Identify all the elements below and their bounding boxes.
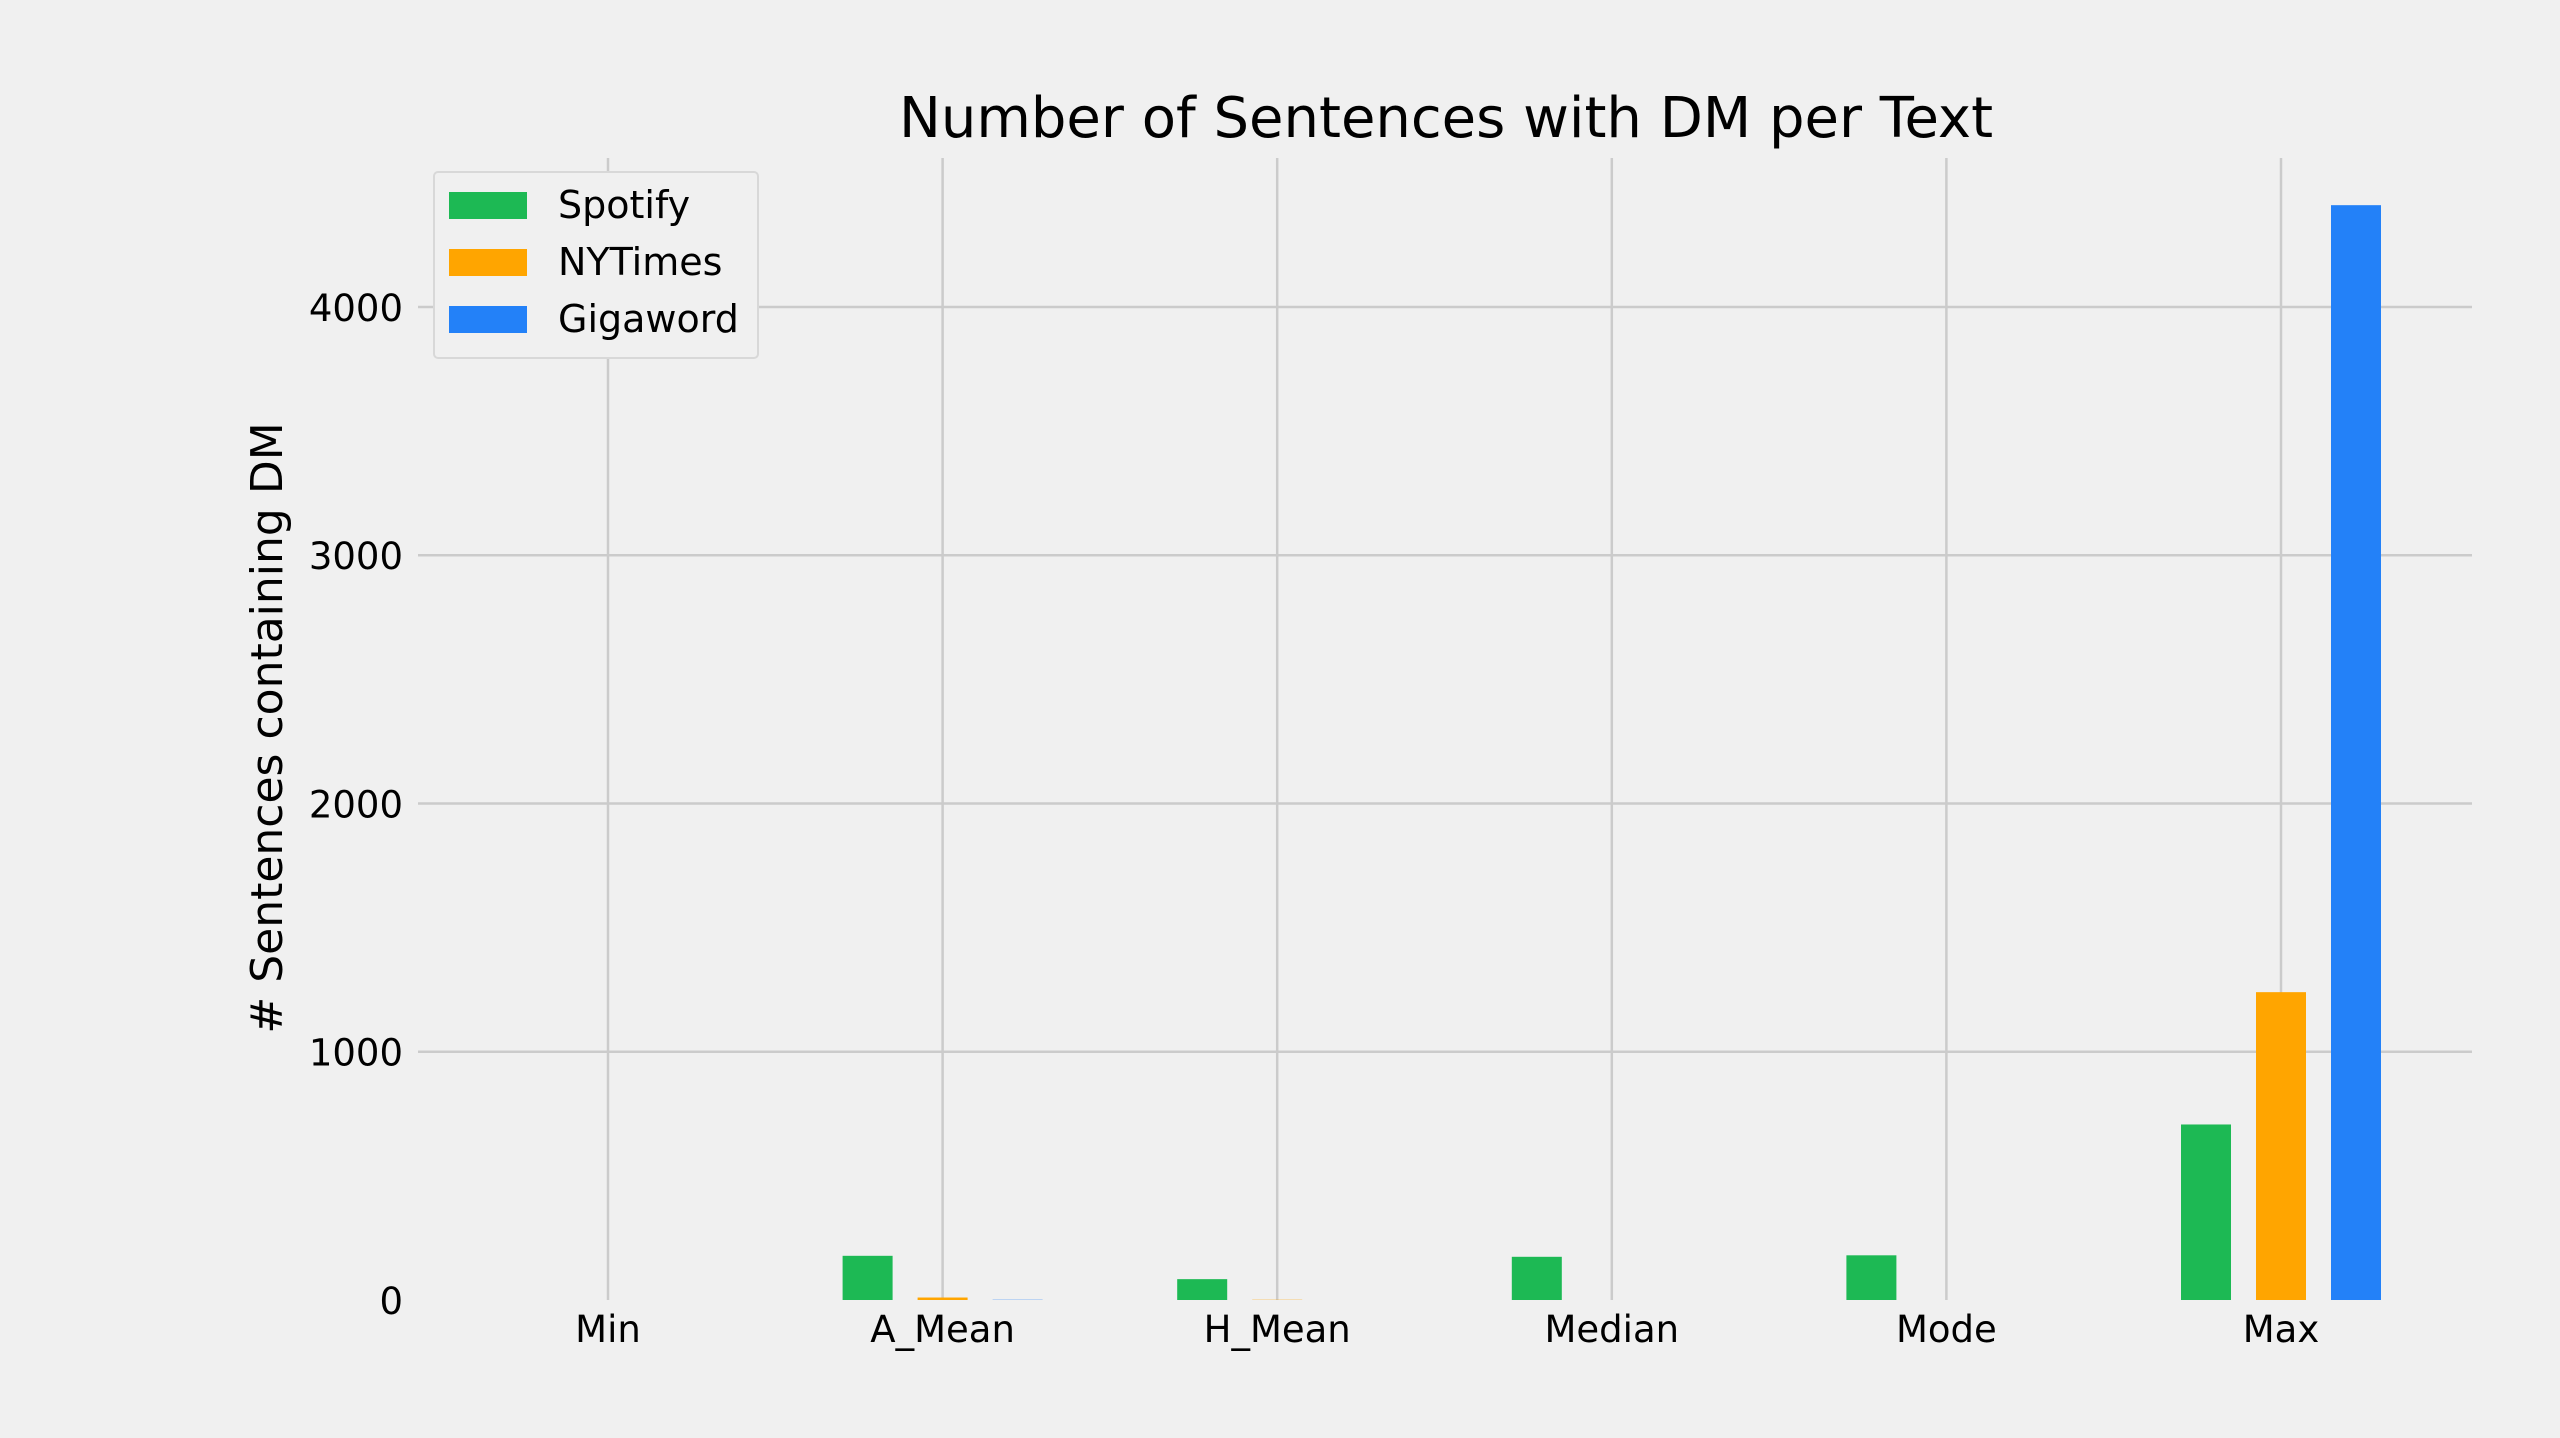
y-tick-label: 3000 [309,535,403,578]
x-tick-label: Min [575,1308,641,1351]
x-tick-label: Median [1545,1308,1680,1351]
bars [842,205,2381,1301]
x-tick-label: Max [2243,1308,2320,1351]
bar-gigaword-max [2331,205,2381,1301]
bar-spotify-max [2181,1124,2231,1300]
bar-spotify-median [1511,1256,1562,1300]
y-tick-label: 1000 [309,1032,403,1075]
y-tick-label: 2000 [309,783,403,826]
tick-labels: 0 1000 2000 3000 4000 Min A_Mean H_Mean Median Mo… [309,287,2319,1351]
x-tick-label: H_Mean [1204,1308,1351,1351]
x-tick-label: Mode [1896,1308,1997,1351]
legend-label-spotify: Spotify [558,183,690,227]
y-tick-label: 4000 [309,287,403,330]
bar-spotify-mode [1846,1255,1897,1300]
bar-spotify-a_mean [842,1255,893,1300]
bar-nytimes-a_mean [917,1297,968,1300]
y-axis-label: # Sentences containing DM [242,422,293,1033]
chart-title: Number of Sentences with DM per Text [899,86,1993,151]
legend[interactable]: Spotify NYTimes Gigaword [433,171,759,359]
legend-label-gigaword: Gigaword [558,297,739,341]
legend-label-nytimes: NYTimes [558,240,722,284]
x-tick-label: A_Mean [870,1308,1015,1351]
bar-nytimes-max [2256,992,2306,1300]
bar-spotify-h_mean [1177,1279,1228,1300]
legend-swatch-gigaword [449,306,527,333]
legend-swatch-spotify [449,192,527,219]
y-tick-label: 0 [379,1280,403,1323]
legend-swatch-nytimes [449,249,527,276]
